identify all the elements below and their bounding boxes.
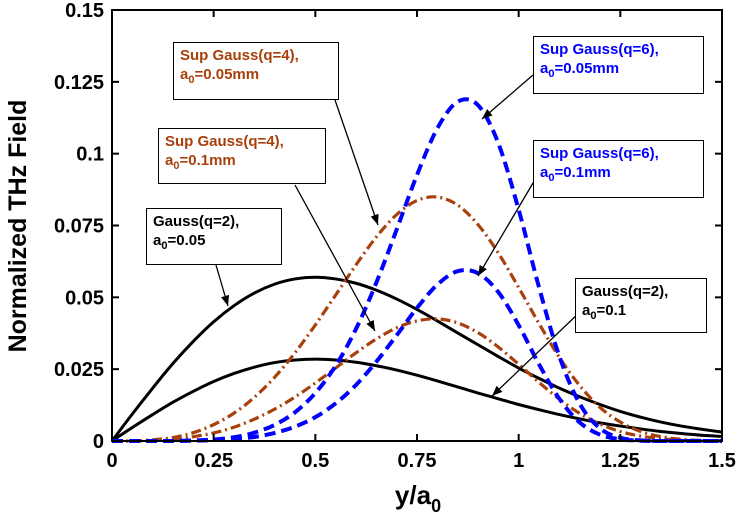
series-line-sup4_01 bbox=[111, 317, 723, 443]
x-tick-label: 1.25 bbox=[601, 450, 640, 472]
annotation-arrow bbox=[477, 177, 537, 277]
y-tick-label: 0.15 bbox=[65, 0, 104, 22]
annotation-line2: a0=0.05mm bbox=[180, 66, 260, 86]
y-tick-label: 0.075 bbox=[54, 216, 104, 238]
annotation-line1: Gauss(q=2), bbox=[153, 213, 240, 230]
x-tick-label: 0.75 bbox=[398, 450, 437, 472]
annotation-line2: a0=0.1mm bbox=[540, 164, 611, 184]
annotation-line1: Sup Gauss(q=4), bbox=[180, 47, 299, 64]
y-tick-label: 0.1 bbox=[76, 144, 104, 166]
annotation-arrow bbox=[334, 99, 379, 226]
annotation-box: Gauss(q=2), a0=0.1 bbox=[575, 278, 707, 333]
annotation-line1: Sup Gauss(q=4), bbox=[165, 133, 284, 150]
annotation-box: Sup Gauss(q=6), a0=0.05mm bbox=[533, 36, 704, 94]
x-axis-label: y/a0 bbox=[395, 480, 441, 516]
annotation-line1: Sup Gauss(q=6), bbox=[540, 41, 659, 58]
annotation-arrow bbox=[481, 74, 534, 120]
annotation-line1: Sup Gauss(q=6), bbox=[540, 145, 659, 162]
series-line-gauss_005 bbox=[110, 275, 723, 442]
y-tick-label: 0.025 bbox=[54, 359, 104, 381]
y-tick-label: 0.05 bbox=[65, 287, 104, 309]
annotation-line2: a0=0.05 bbox=[153, 232, 206, 252]
annotation-box: Sup Gauss(q=4), a0=0.1mm bbox=[158, 128, 326, 184]
series-line-sup6_01 bbox=[112, 268, 722, 444]
annotation-line1: Gauss(q=2), bbox=[582, 283, 669, 300]
annotation-arrow bbox=[294, 184, 376, 332]
annotation-arrow bbox=[491, 310, 582, 397]
x-tick-label: 0.5 bbox=[301, 450, 329, 472]
series-line-sup4_005 bbox=[111, 195, 723, 443]
annotation-arrow bbox=[215, 264, 230, 307]
annotation-line2: a0=0.05mm bbox=[540, 60, 620, 80]
y-tick-label: 0.125 bbox=[54, 72, 104, 94]
x-tick-label: 1 bbox=[513, 450, 524, 472]
annotation-box: Sup Gauss(q=4), a0=0.05mm bbox=[173, 42, 339, 100]
annotation-line2: a0=0.1mm bbox=[165, 152, 236, 172]
annotation-box: Gauss(q=2), a0=0.05 bbox=[146, 208, 282, 265]
x-tick-label: 1.5 bbox=[708, 450, 736, 472]
y-tick-label: 0 bbox=[93, 431, 104, 453]
x-tick-label: 0.25 bbox=[194, 450, 233, 472]
annotation-box: Sup Gauss(q=6), a0=0.1mm bbox=[533, 140, 704, 198]
annotation-line2: a0=0.1 bbox=[582, 302, 627, 322]
series-line-gauss_01 bbox=[111, 357, 723, 443]
x-tick-label: 0 bbox=[106, 450, 117, 472]
y-axis-label: Normalized THz Field bbox=[4, 100, 32, 353]
